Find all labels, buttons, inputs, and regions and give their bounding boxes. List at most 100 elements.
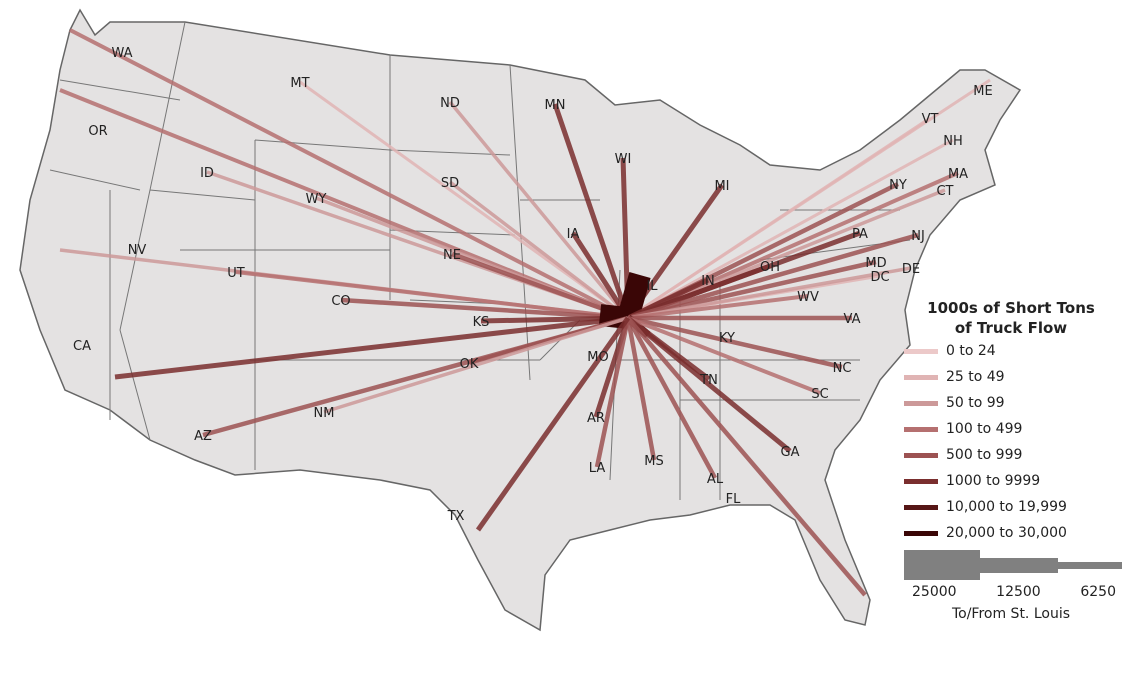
- legend-item: 20,000 to 30,000: [900, 520, 1122, 546]
- state-label-il: IL: [646, 279, 658, 294]
- legend-item: 500 to 999: [900, 442, 1122, 468]
- state-label-al: AL: [707, 472, 724, 487]
- legend-item: 25 to 49: [900, 364, 1122, 390]
- flow-line-ms: [625, 317, 657, 461]
- state-label-ky: KY: [719, 331, 735, 346]
- state-label-ga: GA: [781, 445, 800, 460]
- flow-line-de: [627, 266, 912, 320]
- state-label-wa: WA: [111, 46, 132, 61]
- flow-line-ia: [570, 231, 631, 320]
- legend-title-line1: 1000s of Short Tons: [927, 299, 1095, 317]
- flow-line-tx: [475, 316, 631, 532]
- scale-bar-6250: [1058, 562, 1122, 569]
- state-label-nm: NM: [314, 406, 335, 421]
- legend-item: 1000 to 9999: [900, 468, 1122, 494]
- state-label-sc: SC: [811, 387, 828, 402]
- flow-line-md: [627, 259, 877, 321]
- state-label-wv: WV: [797, 290, 819, 305]
- flow-line-al: [626, 316, 717, 480]
- legend-label: 100 to 499: [946, 421, 1023, 437]
- state-label-mi: MI: [714, 179, 729, 194]
- state-label-or: OR: [88, 124, 107, 139]
- state-label-pa: PA: [852, 227, 868, 242]
- state-label-tx: TX: [447, 509, 465, 524]
- flow-line-nj: [627, 232, 919, 321]
- legend-swatch: [904, 452, 938, 458]
- state-label-ks: KS: [473, 315, 490, 330]
- flow-line-co: [340, 297, 629, 321]
- state-label-ok: OK: [460, 357, 479, 372]
- legend-swatch: [904, 530, 938, 536]
- state-label-ne: NE: [443, 248, 461, 263]
- flow-line-nh: [627, 138, 954, 320]
- flow-line-pa: [627, 230, 861, 321]
- state-label-az: AZ: [194, 429, 212, 444]
- state-label-id: ID: [200, 166, 214, 181]
- legend-label: 1000 to 9999: [946, 473, 1041, 489]
- legend-swatch: [904, 400, 938, 406]
- scale-bar-25000: [904, 550, 980, 580]
- legend-label: 20,000 to 30,000: [946, 525, 1067, 541]
- state-label-nd: ND: [440, 96, 460, 111]
- legend-swatch: [904, 478, 938, 484]
- flow-line-vt: [627, 116, 931, 320]
- state-label-mo: MO: [587, 350, 608, 365]
- state-label-co: CO: [331, 294, 350, 309]
- legend-title-line2: of Truck Flow: [954, 319, 1068, 337]
- flow-lines: [59, 28, 991, 597]
- flow-line-ne: [451, 251, 629, 321]
- state-label-de: DE: [902, 262, 920, 277]
- flow-line-ut: [235, 270, 629, 320]
- state-label-md: MD: [865, 256, 886, 271]
- state-label-ut: UT: [227, 266, 245, 281]
- flow-line-nm: [323, 316, 629, 414]
- flow-line-mt: [299, 80, 629, 320]
- legend-item: 100 to 499: [900, 416, 1122, 442]
- flow-line-il: [617, 272, 651, 321]
- scale-bar-12500: [980, 558, 1058, 573]
- flow-line-wv: [627, 294, 809, 320]
- legend-swatch: [904, 504, 938, 510]
- flow-line-la: [594, 317, 631, 468]
- state-label-sd: SD: [441, 176, 459, 191]
- legend-label: 25 to 49: [946, 369, 1005, 385]
- state-label-ma: MA: [948, 167, 968, 182]
- legend-label: 50 to 99: [946, 395, 1005, 411]
- flow-line-nd: [448, 100, 630, 320]
- flow-line-sd: [448, 180, 630, 320]
- state-label-me: ME: [973, 84, 992, 99]
- flow-line-ga: [626, 316, 792, 453]
- state-label-nv: NV: [128, 243, 147, 258]
- state-label-ar: AR: [587, 411, 605, 426]
- scale-label-12500: 12500: [996, 584, 1041, 600]
- state-label-dc: DC: [870, 270, 889, 285]
- legend-item: 50 to 99: [900, 390, 1122, 416]
- flow-line-nc: [627, 315, 843, 370]
- state-label-la: LA: [589, 461, 606, 476]
- legend-label: 10,000 to 19,999: [946, 499, 1067, 515]
- state-label-fl: FL: [726, 492, 741, 507]
- state-label-tn: TN: [699, 373, 718, 388]
- legend-label: 500 to 999: [946, 447, 1023, 463]
- flow-line-ca: [114, 315, 629, 380]
- state-label-vt: VT: [922, 112, 939, 127]
- flow-line-fl: [626, 316, 867, 597]
- flow-line-wa: [69, 28, 629, 320]
- state-label-nh: NH: [943, 134, 963, 149]
- scale-caption: To/From St. Louis: [951, 606, 1071, 622]
- state-label-ms: MS: [644, 454, 663, 469]
- scale-label-6250: 6250: [1080, 584, 1116, 600]
- legend-swatch: [904, 348, 938, 354]
- flow-line-sc: [627, 316, 821, 395]
- width-scale: [900, 550, 1122, 580]
- legend-item: 0 to 24: [900, 338, 1122, 364]
- flow-line-mn: [552, 103, 631, 319]
- legend-label: 0 to 24: [946, 343, 996, 359]
- state-label-nc: NC: [833, 361, 852, 376]
- state-label-nj: NJ: [911, 229, 925, 244]
- state-label-in: IN: [701, 274, 715, 289]
- state-label-va: VA: [844, 312, 861, 327]
- state-label-ca: CA: [73, 339, 91, 354]
- legend-swatch: [904, 374, 938, 380]
